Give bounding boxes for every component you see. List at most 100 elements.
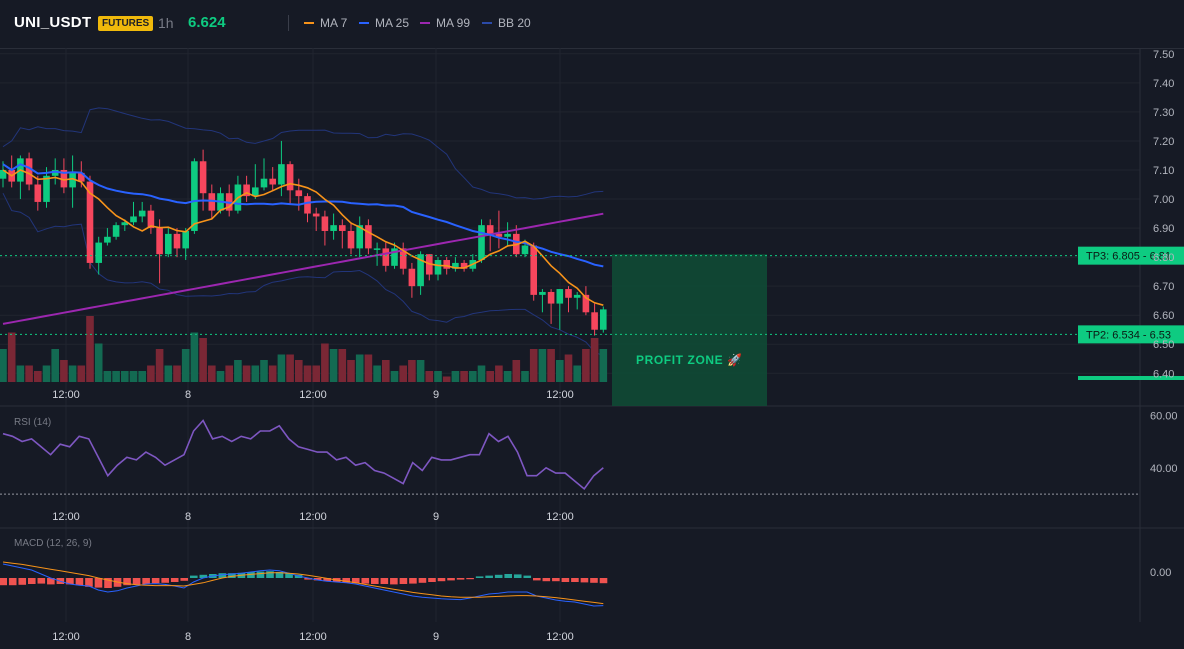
symbol-name[interactable]: UNI_USDT	[14, 14, 92, 31]
macd-hist-bar	[571, 578, 579, 582]
volume-bar	[382, 360, 390, 382]
header-divider	[288, 15, 289, 31]
rsi-line	[2, 419, 604, 491]
candle-body	[443, 260, 450, 269]
candlesticks[interactable]	[0, 140, 607, 336]
legend-ma7-label: MA 7	[320, 16, 348, 30]
candle-body	[199, 161, 207, 194]
volume-bar	[260, 360, 268, 382]
chart-header: UNI_USDT FUTURES 1h 6.624 MA 7 MA 25 MA …	[0, 0, 1184, 49]
volume-bar	[373, 365, 381, 382]
macd-pane[interactable]: MACD (12, 26, 9) 0.00	[0, 538, 1171, 607]
volume-bar	[155, 349, 164, 382]
candle-body	[260, 178, 268, 188]
candle-body	[182, 230, 189, 249]
price-tick-label: 6.80	[1153, 252, 1174, 264]
macd-hist-bar	[151, 578, 160, 584]
legend-ma25[interactable]: MA 25	[359, 16, 409, 30]
time-tick-label: 9	[433, 511, 439, 523]
volume-bar	[495, 365, 503, 382]
volume-bar	[112, 371, 120, 382]
candle-body	[365, 225, 372, 249]
candle-body	[252, 187, 259, 197]
candle-body	[95, 242, 102, 263]
volume-bar	[303, 365, 312, 382]
profit-zone: PROFIT ZONE 🚀	[612, 254, 767, 406]
volume-bar	[173, 365, 181, 382]
volume-bar	[399, 365, 407, 382]
candle-body	[504, 233, 511, 237]
candle-body	[339, 225, 346, 231]
macd-hist-bar	[485, 575, 493, 578]
timeframe-selector[interactable]: 1h	[158, 15, 174, 31]
candle-body	[286, 164, 294, 191]
target-label-box	[1078, 325, 1184, 344]
candle-body	[191, 161, 198, 231]
macd-signal-line	[2, 561, 604, 605]
candle-body	[382, 248, 390, 266]
candle-body	[452, 262, 459, 269]
time-tick-label: 12:00	[546, 631, 574, 643]
candle-body	[138, 210, 146, 217]
volume-bar	[68, 365, 77, 382]
time-tick-label: 9	[433, 389, 439, 401]
time-tick-label: 8	[185, 389, 191, 401]
price-tick-label: 7.20	[1153, 136, 1174, 148]
time-tick-label: 12:00	[52, 511, 80, 523]
macd-hist-bar	[37, 578, 46, 584]
candle-body	[43, 175, 50, 202]
rsi-tick-label: 60.00	[1150, 410, 1178, 422]
legend-bb20[interactable]: BB 20	[482, 16, 531, 30]
macd-hist-bar	[47, 578, 55, 585]
volume-bar	[51, 349, 59, 382]
candle-body	[165, 233, 172, 255]
time-tick-label: 12:00	[52, 389, 80, 401]
volume-bar	[121, 371, 129, 382]
time-tick-label: 12:00	[546, 389, 574, 401]
volume-bar	[34, 371, 42, 382]
candle-body	[69, 172, 76, 188]
legend-ma7[interactable]: MA 7	[304, 16, 347, 30]
profit-zone-area	[612, 254, 767, 406]
volume-bar	[190, 332, 199, 382]
candle-body	[269, 178, 276, 185]
price-tick-label: 7.40	[1153, 78, 1174, 90]
candle-body	[417, 254, 424, 287]
time-tick-label: 12:00	[299, 511, 327, 523]
volume-bar	[164, 365, 173, 382]
macd-hist-bar	[590, 578, 598, 583]
macd-hist-bar	[513, 574, 522, 578]
volume-bar	[599, 349, 608, 382]
macd-hist-bar	[342, 578, 351, 583]
macd-hist-bar	[552, 578, 560, 582]
candle-body	[495, 233, 503, 237]
macd-hist-bar	[475, 576, 484, 578]
volume-bar	[25, 365, 33, 382]
price-axis[interactable]: 7.50 7.40 7.30 7.20 7.10 7.00 6.90 6.80 6.70 6.60…	[1153, 49, 1174, 380]
profit-zone-label: PROFIT ZONE 🚀	[636, 353, 743, 367]
volume-bar	[364, 354, 373, 382]
macd-hist-bar	[247, 572, 255, 578]
macd-hist-bar	[170, 578, 179, 582]
volume-bar	[355, 354, 364, 382]
macd-hist-bar	[199, 574, 208, 578]
volume-bar	[564, 354, 573, 382]
volume-bar	[338, 349, 347, 382]
volume-bar	[590, 338, 599, 382]
candle-body	[408, 268, 416, 287]
macd-hist-bar	[437, 578, 446, 582]
price-tick-label: 6.70	[1153, 281, 1174, 293]
candle-body	[486, 225, 494, 234]
macd-hist-bar	[533, 578, 541, 581]
futures-badge: FUTURES	[98, 16, 154, 31]
price-tick-label: 7.50	[1153, 49, 1174, 61]
bb20-swatch-icon	[482, 21, 492, 24]
volume-bar	[268, 365, 277, 382]
volume-bar	[208, 365, 216, 382]
bb-upper-line	[2, 107, 604, 200]
volume-bar	[94, 343, 103, 382]
rsi-pane[interactable]: RSI (14) 60.00 40.00	[0, 410, 1178, 495]
legend-ma99[interactable]: MA 99	[420, 16, 470, 30]
candle-body	[304, 196, 311, 214]
